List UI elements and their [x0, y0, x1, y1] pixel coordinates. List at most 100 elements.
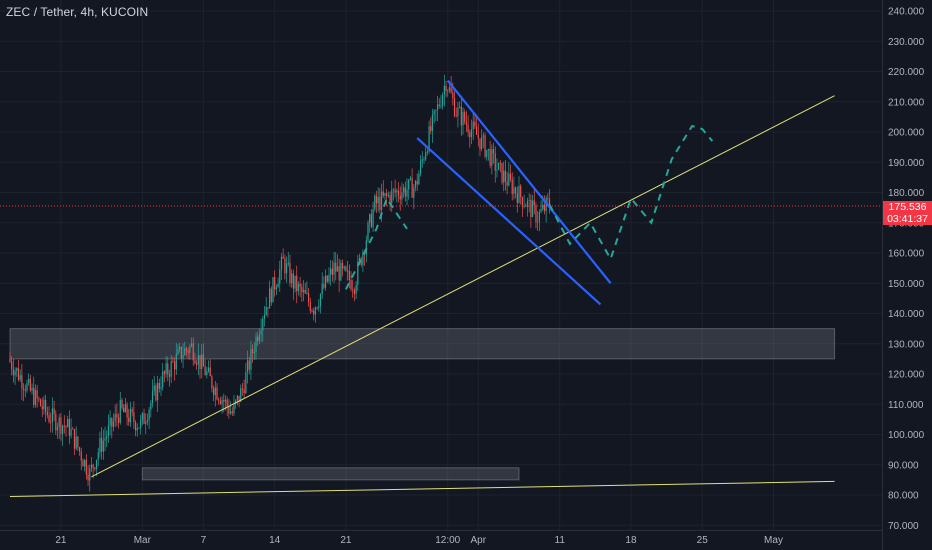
candle-body	[272, 277, 274, 303]
candle-body	[268, 288, 271, 309]
candle-body	[162, 371, 164, 388]
candle-body	[50, 421, 52, 423]
candle-body	[182, 355, 184, 359]
candle-body	[414, 181, 417, 188]
candle-body	[148, 409, 150, 421]
candle-body	[370, 214, 372, 227]
falling-channel-lower-line[interactable]	[416, 137, 602, 306]
candle-body	[250, 349, 252, 370]
chart-grid	[0, 0, 882, 530]
candle-body	[484, 135, 486, 157]
candle-body	[387, 195, 389, 196]
time-tick-label: Mar	[134, 535, 152, 546]
projected-path[interactable]	[345, 196, 408, 290]
time-tick-label: 11	[555, 535, 566, 546]
candle-body	[443, 85, 445, 95]
price-tick-label: 120.000	[888, 370, 925, 381]
candle-body	[347, 270, 349, 272]
candle-body	[324, 275, 327, 288]
candle-body	[362, 252, 364, 266]
candle-body	[184, 348, 186, 356]
candle-body	[355, 284, 357, 294]
candle-body	[308, 293, 310, 303]
price-tick-label: 220.000	[888, 67, 925, 78]
candle-body	[101, 438, 103, 452]
candle-body	[365, 240, 367, 255]
candle-body	[253, 351, 255, 354]
candle-body	[36, 390, 38, 399]
candle-body	[114, 414, 116, 422]
resistance-support-zone[interactable]	[9, 328, 836, 360]
candle-body	[352, 289, 354, 291]
long-term-support-line[interactable]	[9, 480, 835, 498]
demand-zone[interactable]	[141, 467, 520, 481]
symbol-title: ZEC / Tether, 4h, KUCOIN	[6, 5, 149, 19]
candle-body	[246, 360, 249, 373]
candle-body	[24, 389, 26, 391]
candle-body	[318, 306, 320, 308]
candle-body	[406, 189, 408, 197]
candle-body	[421, 159, 423, 162]
candle-body	[299, 283, 301, 288]
candle-body	[316, 307, 318, 309]
time-axis[interactable]: 21 Mar 7 14 21 12:00 Apr 11 18 25 May	[0, 530, 882, 547]
candle-body	[146, 420, 149, 422]
candle-body	[348, 270, 350, 281]
candle-body	[481, 136, 483, 150]
candle-body	[289, 262, 291, 284]
projected-path[interactable]	[548, 124, 714, 262]
candle-body	[436, 104, 439, 111]
candlestick-series	[9, 74, 551, 492]
candle-body	[207, 367, 210, 372]
candle-body	[221, 400, 223, 404]
candle-body	[240, 388, 242, 402]
candle-body	[450, 87, 452, 93]
ascending-trendline[interactable]	[91, 95, 835, 478]
candle-body	[453, 98, 456, 116]
candle-body	[275, 287, 277, 290]
time-tick-label: 7	[201, 535, 207, 546]
time-tick-label: 25	[697, 535, 709, 546]
candle-body	[511, 179, 513, 194]
candle-body	[389, 195, 391, 204]
price-axis[interactable]: 240.000 230.000 220.000 210.000 200.000 190.0…	[882, 0, 925, 550]
candle-body	[170, 361, 172, 377]
candle-body	[48, 415, 50, 422]
candle-body	[311, 310, 313, 312]
price-tick-label: 70.000	[888, 521, 919, 532]
candle-body	[153, 385, 155, 391]
candle-body	[445, 85, 447, 91]
candle-body	[126, 404, 128, 418]
candle-body	[63, 425, 65, 427]
candle-body	[548, 199, 551, 208]
candle-body	[369, 214, 371, 223]
candle-body	[141, 413, 143, 421]
falling-channel-upper-line[interactable]	[446, 79, 612, 284]
candle-body	[535, 205, 537, 223]
candle-body	[190, 343, 193, 347]
candle-body	[543, 204, 546, 212]
candle-body	[403, 187, 405, 193]
candle-body	[107, 425, 110, 437]
candle-body	[353, 289, 356, 294]
candle-body	[479, 138, 481, 150]
candle-body	[516, 193, 518, 203]
candle-body	[214, 387, 216, 395]
candle-body	[469, 132, 471, 138]
candle-body	[134, 422, 137, 431]
candle-body	[97, 452, 99, 460]
candle-body	[34, 390, 37, 405]
candle-body	[287, 262, 289, 264]
candle-body	[447, 90, 449, 92]
candle-body	[459, 106, 461, 108]
candle-body	[547, 197, 549, 200]
candle-body	[61, 425, 64, 434]
candle-body	[526, 200, 529, 207]
candle-body	[470, 129, 473, 138]
candle-body	[284, 258, 286, 274]
price-tick-label: 180.000	[888, 188, 925, 199]
candle-body	[65, 426, 67, 428]
candle-body	[94, 467, 96, 470]
candle-body	[338, 266, 340, 281]
